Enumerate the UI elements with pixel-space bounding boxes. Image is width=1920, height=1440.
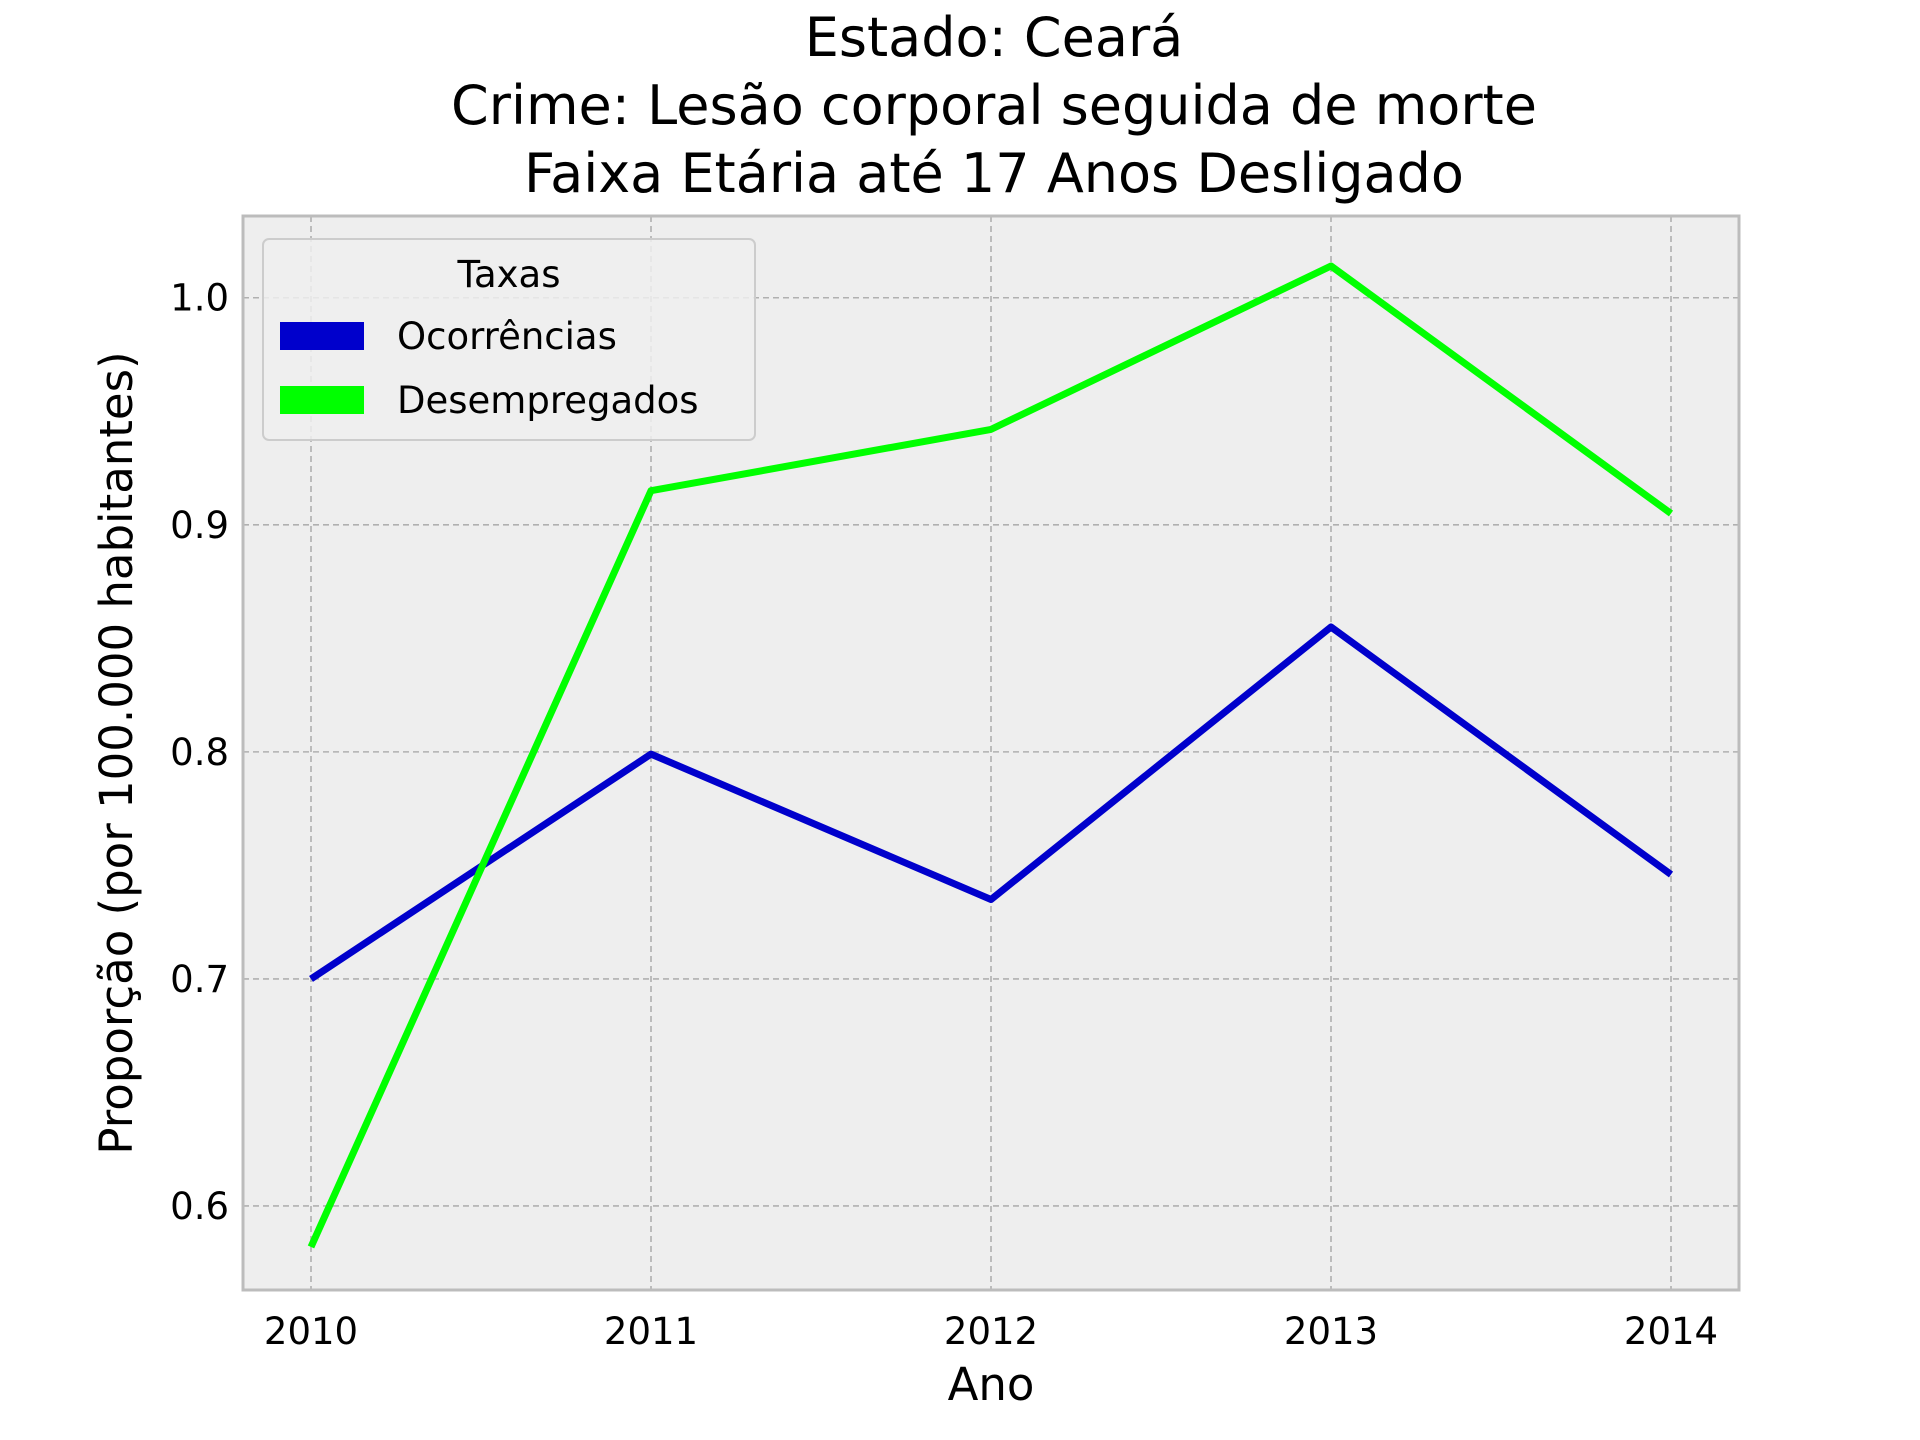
- x-axis-ticks: 2010 2011 2012 2013 2014: [264, 1310, 1718, 1353]
- y-tick-label: 0.7: [170, 958, 229, 1001]
- legend: Taxas Ocorrências Desempregados: [262, 238, 756, 441]
- series-layer: [307, 262, 1674, 1249]
- x-tick-label: 2012: [944, 1310, 1038, 1353]
- y-axis-ticks: 0.6 0.7 0.8 0.9 1.0: [170, 277, 229, 1228]
- legend-title: Taxas: [457, 253, 561, 296]
- legend-label-desempregados: Desempregados: [397, 379, 699, 422]
- x-tick-label: 2011: [604, 1310, 698, 1353]
- x-axis-label: Ano: [948, 1358, 1035, 1411]
- legend-box: [262, 238, 756, 441]
- legend-label-ocorrencias: Ocorrências: [397, 315, 617, 358]
- y-tick-label: 0.9: [170, 504, 229, 547]
- series-line-desempregados: [307, 262, 1674, 1249]
- chart-title: Estado: Ceará Crime: Lesão corporal segu…: [451, 6, 1537, 205]
- title-line-3: Faixa Etária até 17 Anos Desligado: [524, 142, 1464, 205]
- x-tick-label: 2014: [1624, 1310, 1718, 1353]
- grid-lines: [243, 216, 1739, 1290]
- x-tick-label: 2013: [1284, 1310, 1378, 1353]
- title-line-1: Estado: Ceará: [805, 6, 1184, 69]
- x-tick-label: 2010: [264, 1310, 358, 1353]
- series-line-ocorrencias: [309, 623, 1674, 982]
- title-line-2: Crime: Lesão corporal seguida de morte: [451, 74, 1537, 137]
- plot-frame: [241, 214, 1741, 1292]
- y-tick-label: 1.0: [170, 277, 229, 320]
- y-tick-label: 0.6: [170, 1185, 229, 1228]
- legend-swatch-desempregados: [280, 386, 364, 414]
- y-tick-label: 0.8: [170, 731, 229, 774]
- legend-swatch-ocorrencias: [280, 322, 364, 350]
- y-axis-label: Proporção (por 100.000 habitantes): [90, 351, 143, 1154]
